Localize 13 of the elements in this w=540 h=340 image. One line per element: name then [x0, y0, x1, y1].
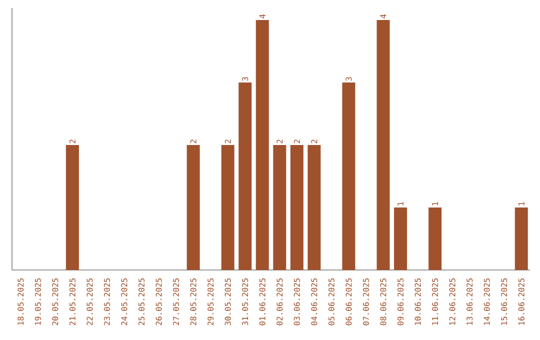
bar [273, 145, 286, 270]
bar [221, 145, 234, 270]
bar [376, 20, 390, 270]
bar [256, 20, 269, 270]
bar [428, 208, 442, 270]
bar [308, 145, 321, 270]
bar [66, 145, 79, 270]
bar [186, 145, 200, 270]
bar [342, 82, 356, 270]
bar [290, 145, 304, 270]
bar [514, 208, 528, 270]
bar [238, 82, 252, 270]
bar [394, 208, 408, 270]
